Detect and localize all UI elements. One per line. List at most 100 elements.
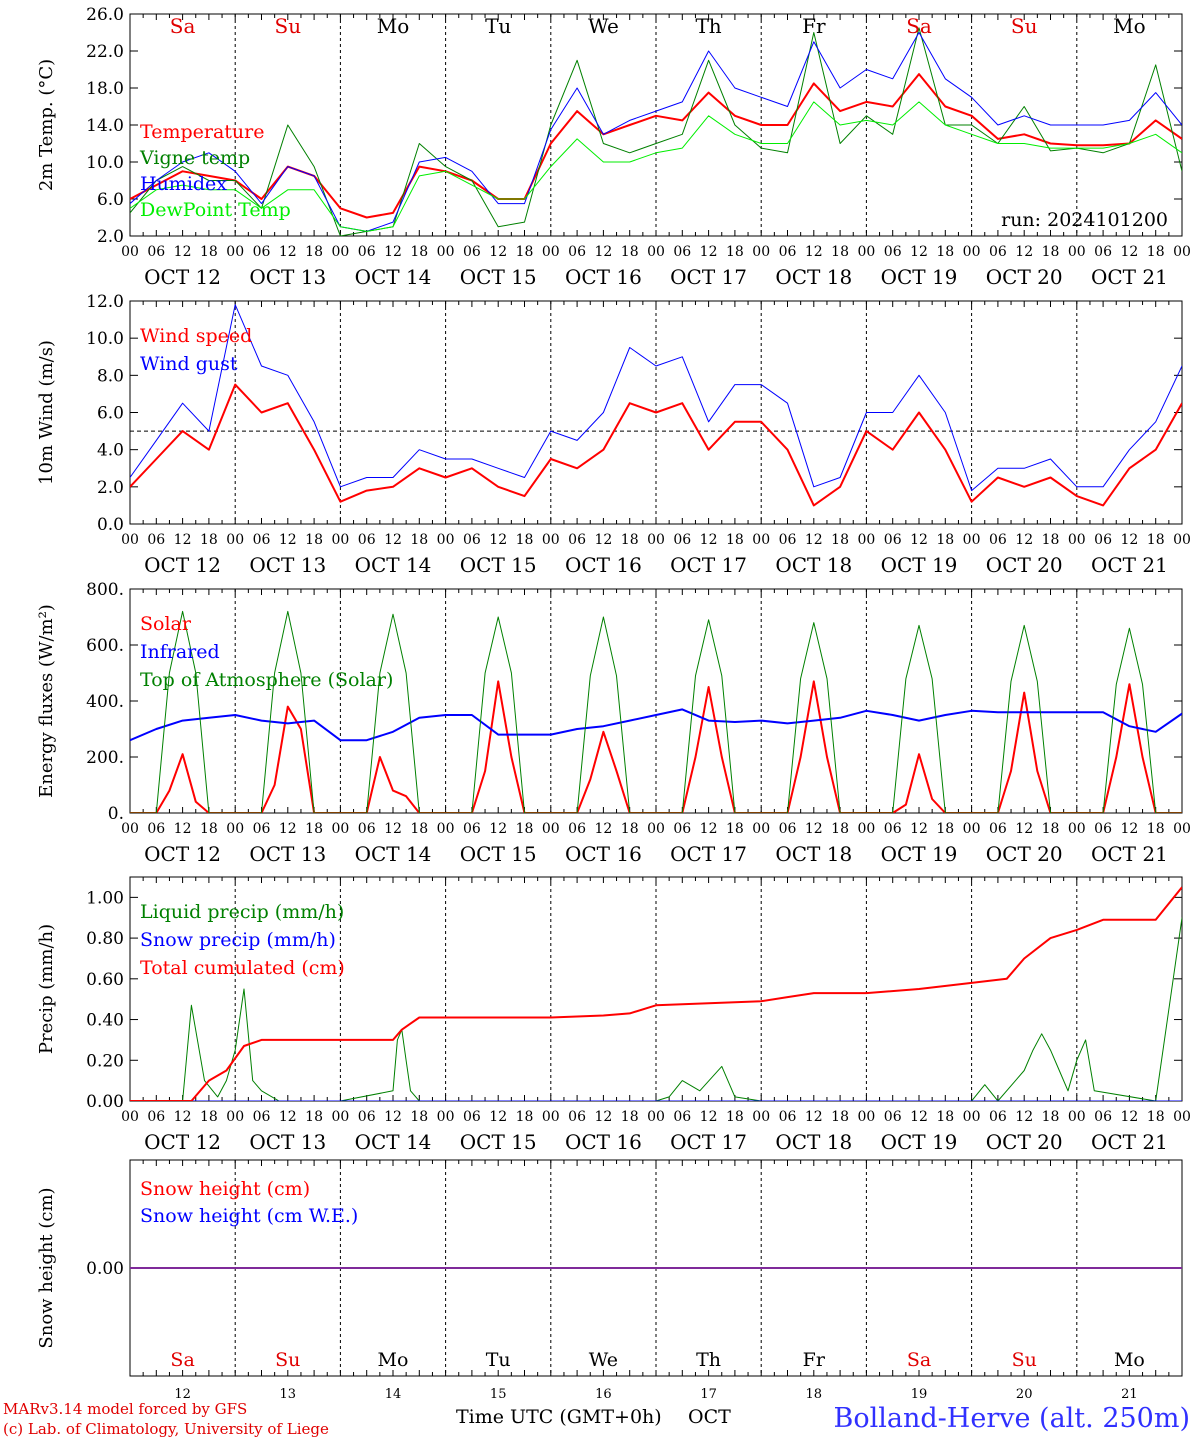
x-hour-label: 12 [910,821,928,837]
x-hour-label: 12 [700,1109,718,1125]
x-hour-label: 00 [647,244,665,260]
x-hour-label: 18 [831,1109,849,1125]
legend-entry: Humidex [140,173,227,195]
x-hour-label: 00 [1068,821,1086,837]
day-number: 12 [174,1387,191,1402]
x-hour-label: 00 [331,244,349,260]
x-hour-label: 06 [673,1109,691,1125]
x-hour-label: 12 [700,244,718,260]
y-axis-label: Snow height (cm) [36,1187,57,1348]
x-hour-label: 06 [1094,821,1112,837]
x-hour-label: 18 [621,244,639,260]
x-date-label: OCT 19 [881,1130,958,1154]
x-hour-label: 00 [331,532,349,548]
day-number: 14 [385,1387,402,1402]
x-date-label: OCT 21 [1091,265,1168,289]
x-date-label: OCT 17 [670,265,747,289]
day-number: 19 [911,1387,928,1402]
x-date-label: OCT 21 [1091,553,1168,577]
y-tick-label: 2.0 [97,227,124,247]
x-date-label: OCT 19 [881,553,958,577]
day-number: 13 [280,1387,297,1402]
x-hour-label: 12 [910,532,928,548]
series-line-solar [130,680,1182,813]
panel-2: 0.0 2.0 4.0 6.0 8.0 10.0 12.0 10m Wind (m/s) 00 0… [36,292,1191,577]
x-date-label: OCT 15 [460,1130,537,1154]
x-hour-label: 12 [489,244,507,260]
x-hour-label: 18 [410,532,428,548]
x-hour-label: 06 [673,821,691,837]
x-hour-label: 18 [621,1109,639,1125]
y-tick-label: 200. [86,748,124,768]
x-date-label: OCT 15 [460,842,537,866]
y-axis-label: 10m Wind (m/s) [36,340,57,485]
footer-model: MARv3.14 model forced by GFS [3,1400,247,1418]
x-date-label: OCT 20 [986,553,1063,577]
x-hour-label: 00 [857,244,875,260]
x-hour-label: 00 [437,821,455,837]
y-tick-label: 0.0 [97,515,124,535]
y-tick-label: 26.0 [86,5,124,25]
y-tick-label: 14.0 [86,116,124,136]
y-axis-label: 2m Temp. (°C) [36,59,57,191]
x-hour-label: 00 [963,1109,981,1125]
x-date-label: OCT 15 [460,553,537,577]
x-hour-label: 18 [305,532,323,548]
day-name-top: Su [275,14,302,38]
x-hour-label: 06 [147,532,165,548]
x-hour-label: 06 [253,821,271,837]
x-hour-label: 00 [226,821,244,837]
x-hour-label: 12 [1015,1109,1033,1125]
x-hour-label: 06 [673,532,691,548]
x-hour-label: 06 [989,1109,1007,1125]
day-name-bottom: We [589,1349,618,1371]
x-hour-label: 18 [516,1109,534,1125]
x-hour-label: 18 [1147,532,1165,548]
x-hour-label: 00 [752,532,770,548]
x-hour-label: 18 [305,244,323,260]
day-name-bottom: Sa [170,1349,194,1371]
x-date-label: OCT 20 [986,265,1063,289]
x-hour-label: 18 [1042,244,1060,260]
x-hour-label: 00 [542,532,560,548]
x-hour-label: 00 [226,1109,244,1125]
x-hour-label: 12 [384,532,402,548]
x-date-label: OCT 21 [1091,1130,1168,1154]
x-hour-label: 12 [1120,821,1138,837]
x-date-label: OCT 14 [355,1130,432,1154]
x-date-label: OCT 12 [144,1130,221,1154]
x-date-label: OCT 16 [565,265,642,289]
x-hour-label: 00 [857,821,875,837]
x-hour-label: 12 [1120,532,1138,548]
x-hour-label: 12 [384,244,402,260]
x-hour-label: 12 [1015,532,1033,548]
x-hour-label: 18 [516,821,534,837]
y-tick-label: 0.60 [86,970,124,990]
series-line-wind-gust [130,304,1182,492]
x-date-label: OCT 19 [881,265,958,289]
x-hour-label: 00 [331,821,349,837]
x-hour-label: 12 [174,821,192,837]
x-hour-label: 06 [358,821,376,837]
x-hour-label: 00 [647,532,665,548]
x-date-label: OCT 13 [249,553,326,577]
x-date-label: OCT 16 [565,553,642,577]
x-hour-label: 06 [779,1109,797,1125]
x-hour-label: 18 [1147,244,1165,260]
day-name-top: We [588,14,619,38]
x-hour-label: 18 [200,244,218,260]
x-hour-label: 12 [279,1109,297,1125]
day-number: 15 [490,1387,507,1402]
legend-entry: Snow height (cm W.E.) [140,1205,358,1227]
x-hour-label: 18 [621,821,639,837]
x-hour-label: 00 [437,1109,455,1125]
day-number: 21 [1121,1387,1138,1402]
x-hour-label: 06 [779,821,797,837]
x-hour-label: 12 [489,821,507,837]
day-number: 16 [595,1387,612,1402]
x-date-label: OCT 14 [355,842,432,866]
x-hour-label: 00 [1068,1109,1086,1125]
x-hour-label: 00 [1173,1109,1191,1125]
y-tick-label: 800. [86,580,124,600]
x-hour-label: 12 [700,532,718,548]
